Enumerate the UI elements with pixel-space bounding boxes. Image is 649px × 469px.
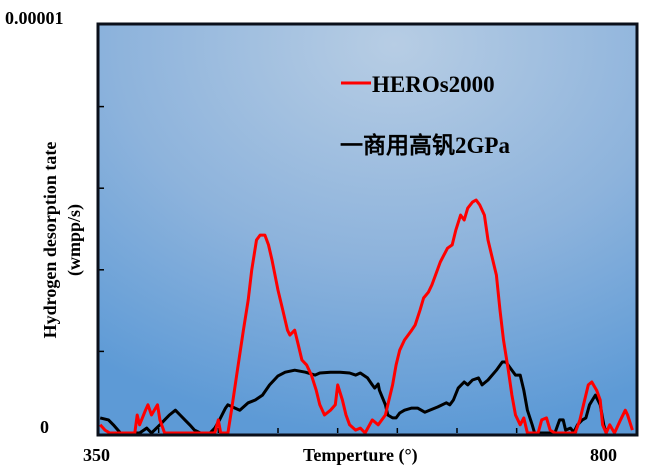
- y-axis-label-line2: (wmpp/s): [64, 204, 85, 276]
- y-axis-label-line1: Hydrogen desorption tate: [40, 142, 60, 339]
- legend: HEROs2000 一商用高钒2GPa: [340, 72, 510, 158]
- x-tick-label-min: 350: [83, 445, 110, 465]
- plot-frame: [96, 22, 639, 437]
- axis-ticks: [99, 105, 578, 433]
- series-lines: [99, 198, 634, 435]
- series-line-heros2000: [99, 198, 634, 435]
- legend-label-commercial: 一商用高钒2GPa: [340, 132, 510, 158]
- x-axis-label: Temperture (°): [303, 445, 418, 466]
- legend-label-heros2000: HEROs2000: [372, 72, 495, 97]
- plot-area: [98, 24, 637, 435]
- x-tick-label-max: 800: [590, 445, 617, 465]
- y-tick-label-max: 0.00001: [5, 8, 64, 28]
- y-tick-label-zero: 0: [40, 417, 49, 437]
